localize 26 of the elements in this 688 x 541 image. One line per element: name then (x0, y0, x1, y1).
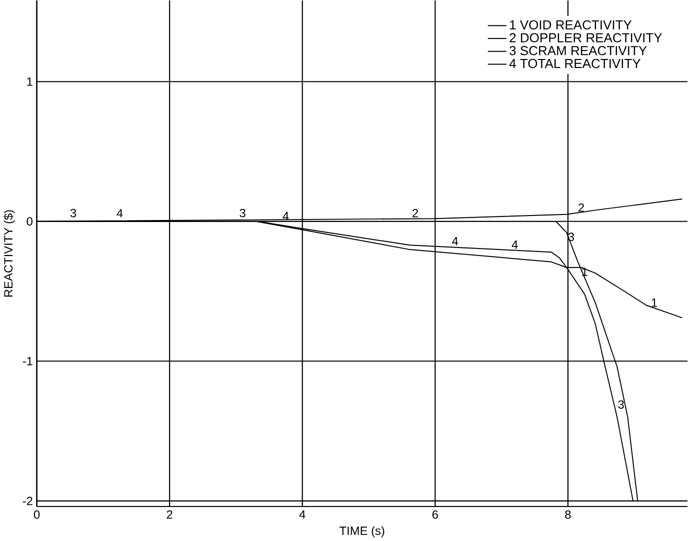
x-tick-label: 4 (299, 510, 306, 519)
annotation: 3 (70, 208, 76, 218)
annotation: 3 (568, 232, 574, 242)
legend-label: 4 TOTAL REACTIVITY (509, 58, 641, 68)
annotation: 3 (240, 208, 246, 218)
annotation: 1 (652, 298, 657, 307)
annotation: 2 (578, 203, 584, 212)
x-axis-title: TIME (s) (340, 526, 384, 538)
annotation: 4 (512, 240, 518, 249)
y-tick-label: 1 (27, 78, 32, 86)
legend-label: 2 DOPPLER REACTIVITY (510, 33, 662, 42)
annotation: 4 (452, 237, 458, 246)
legend-label: 1 VOID REACTIVITY (510, 20, 632, 30)
x-tick-label: 6 (432, 510, 438, 519)
y-tick-label: 0 (26, 217, 32, 226)
annotation: 3 (618, 400, 624, 409)
x-tick-label: 8 (565, 510, 571, 519)
annotation: 4 (116, 209, 123, 218)
annotation: 4 (282, 212, 289, 220)
y-tick-label: -2 (22, 496, 32, 506)
legend-label: 3 SCRAM REACTIVITY (510, 46, 647, 56)
x-tick-label: 0 (34, 510, 40, 519)
y-axis-title: REACTIVITY ($) (4, 210, 15, 297)
y-tick-label: -1 (22, 357, 32, 366)
x-tick-label: 2 (166, 510, 172, 519)
annotation: 2 (412, 208, 418, 218)
